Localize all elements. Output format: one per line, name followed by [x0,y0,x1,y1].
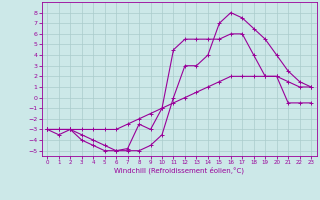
X-axis label: Windchill (Refroidissement éolien,°C): Windchill (Refroidissement éolien,°C) [114,167,244,174]
